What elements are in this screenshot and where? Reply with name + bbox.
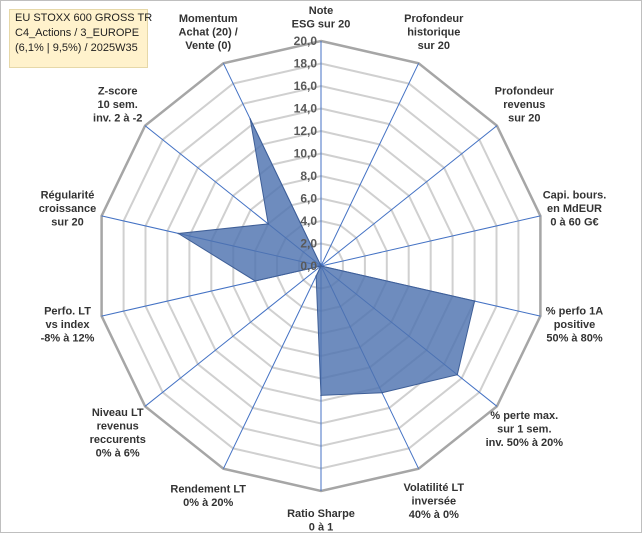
data-point bbox=[473, 300, 476, 302]
data-area-layer bbox=[176, 118, 476, 397]
axis-category-label: Ratio Sharpe 0 à 1 bbox=[287, 508, 355, 532]
chart-subtitle-line: (6,1% | 9,5%) / 2025W35 bbox=[15, 42, 138, 54]
chart-title-line: EU STOXX 600 GROSS TR bbox=[15, 12, 153, 24]
data-point bbox=[267, 223, 270, 225]
tick-label: 10,0 bbox=[294, 147, 318, 161]
axis-category-label: Note ESG sur 20 bbox=[292, 5, 351, 31]
axis-category-label: Régularité croissance sur 20 bbox=[39, 190, 96, 229]
axis-category-label: Capi. bours. en MdEUR 0 à 60 G€ bbox=[543, 190, 607, 229]
axis-label-layer: Note ESG sur 20 Profondeur historique sur 20… bbox=[39, 5, 607, 532]
axis-spoke bbox=[320, 125, 498, 267]
axis-category-label: % perte max. sur 1 sem. inv. 50% à 20% bbox=[486, 410, 564, 449]
tick-label: 16,0 bbox=[294, 79, 318, 93]
axis-spoke bbox=[320, 215, 541, 267]
axis-spoke bbox=[222, 265, 322, 469]
tick-label: 0,0 bbox=[300, 259, 317, 273]
axis-spoke bbox=[144, 265, 322, 407]
axis-category-label: Momentum Achat (20) / Vente (0) bbox=[179, 13, 238, 52]
axis-category-label: Profondeur historique sur 20 bbox=[404, 13, 464, 52]
axis-spoke bbox=[320, 63, 420, 267]
axis-category-label: Rendement LT 0% à 20% bbox=[170, 483, 246, 509]
axis-category-label: Niveau LT revenus reccurents 0% à 6% bbox=[90, 407, 146, 460]
data-point bbox=[254, 280, 256, 282]
tick-label-layer: 0,0 2,0 4,0 6,0 8,0 10,0 12,0 14,0 16,0 18,0 20,0 bbox=[294, 34, 318, 273]
axis-category-label: Volatilité LT inversée 40% à 0% bbox=[403, 482, 464, 521]
tick-label: 18,0 bbox=[294, 57, 318, 71]
chart-subtitle-line: C4_Actions / 3_EUROPE bbox=[15, 27, 140, 39]
data-point bbox=[320, 265, 322, 267]
data-point bbox=[320, 394, 322, 397]
tick-label: 12,0 bbox=[294, 124, 318, 138]
tick-label: 4,0 bbox=[300, 214, 317, 228]
data-point bbox=[456, 373, 459, 376]
data-area-series bbox=[176, 118, 476, 396]
axis-category-label: Perfo. LT vs index -8% à 12% bbox=[41, 306, 95, 345]
data-point bbox=[381, 391, 383, 394]
tick-label: 14,0 bbox=[294, 102, 318, 116]
axis-category-label: % perfo 1A positive 50% à 80% bbox=[546, 306, 604, 345]
data-point bbox=[177, 232, 180, 235]
axis-category-label: Z-score 10 sem. inv. 2 à -2 bbox=[93, 85, 142, 124]
tick-label: 2,0 bbox=[300, 237, 317, 251]
tick-label: 20,0 bbox=[294, 34, 318, 48]
tick-label: 6,0 bbox=[300, 192, 317, 206]
data-point bbox=[315, 275, 317, 277]
tick-label: 8,0 bbox=[300, 169, 317, 183]
chart-title-box: EU STOXX 600 GROSS TR C4_Actions / 3_EUR… bbox=[9, 9, 153, 68]
axis-category-label: Profondeur revenus sur 20 bbox=[495, 85, 555, 124]
data-point bbox=[249, 118, 251, 120]
